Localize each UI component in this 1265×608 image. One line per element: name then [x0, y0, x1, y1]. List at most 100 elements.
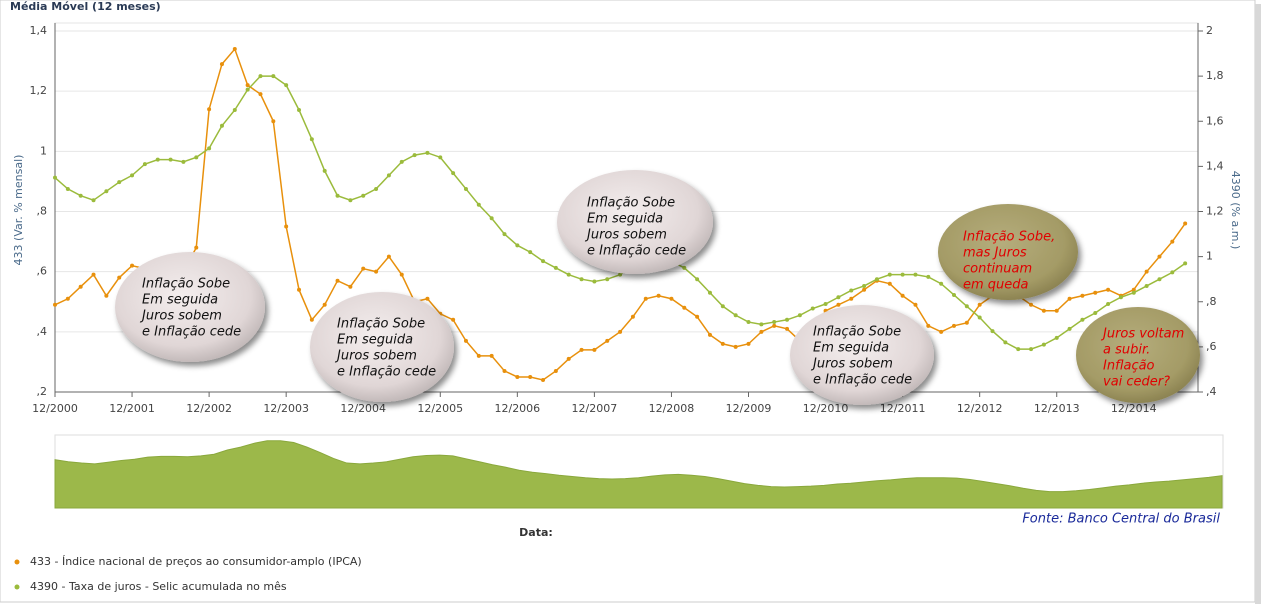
point [348, 198, 353, 203]
point [374, 186, 379, 191]
y2-tick-label: 2 [1206, 24, 1213, 37]
point [399, 272, 404, 277]
point [926, 274, 931, 279]
point [746, 320, 751, 325]
y2-tick-label: ,4 [1206, 385, 1217, 398]
point [245, 83, 250, 88]
point [964, 304, 969, 309]
point [720, 304, 725, 309]
x-tick-label: 12/2008 [649, 402, 695, 415]
point [707, 332, 712, 337]
annotation-bubble [938, 204, 1078, 300]
y-tick-label: ,2 [37, 385, 48, 398]
point [1157, 254, 1162, 259]
point [733, 313, 738, 318]
point [207, 107, 212, 112]
point [1144, 283, 1149, 288]
point [785, 317, 790, 322]
point [1183, 261, 1188, 266]
point [939, 281, 944, 286]
point [386, 254, 391, 259]
point [284, 83, 289, 88]
point [836, 302, 841, 307]
point [1029, 302, 1034, 307]
point [592, 279, 597, 284]
point [977, 302, 982, 307]
y2-tick-label: 1,6 [1206, 114, 1224, 127]
y2-tick-label: 1,8 [1206, 69, 1224, 82]
point [849, 288, 854, 293]
point [797, 313, 802, 318]
point [1080, 317, 1085, 322]
point [592, 347, 597, 352]
source-note: Fonte: Banco Central do Brasil [1022, 512, 1220, 527]
point [579, 277, 584, 282]
annotation-text: e Inflação cede [587, 244, 686, 259]
point [155, 157, 160, 162]
point [1170, 239, 1175, 244]
point [1016, 347, 1021, 352]
point [425, 296, 430, 301]
point [489, 216, 494, 221]
annotation-text: Inflação Sobe [813, 325, 901, 340]
point [900, 293, 905, 298]
x-tick-label: 12/2012 [957, 402, 1003, 415]
y2-axis-label: 4390 (% a.m.) [1229, 171, 1242, 249]
point [618, 272, 623, 277]
point [1093, 290, 1098, 295]
point [528, 374, 533, 379]
point [874, 277, 879, 282]
x-tick-label: 12/2010 [803, 402, 849, 415]
point [862, 283, 867, 288]
point [1093, 311, 1098, 316]
point [78, 284, 83, 289]
point [104, 189, 109, 194]
point [759, 329, 764, 334]
point [322, 168, 327, 173]
point [515, 243, 520, 248]
annotation-text: Inflação Sobe [587, 196, 675, 211]
point [1080, 293, 1085, 298]
point [887, 272, 892, 277]
x-tick-label: 12/2000 [32, 402, 78, 415]
legend-marker [14, 559, 20, 565]
point [772, 323, 777, 328]
point [772, 320, 777, 325]
x-tick-label: 12/2014 [1111, 402, 1157, 415]
point [939, 329, 944, 334]
point [53, 175, 57, 180]
legend-label: 4390 - Taxa de juros - Selic acumulada n… [30, 580, 287, 593]
y-tick-label: 1,4 [30, 24, 48, 37]
point [451, 171, 456, 176]
point [1157, 277, 1162, 282]
annotation-text: Em seguida [142, 293, 218, 308]
x-tick-label: 12/2011 [880, 402, 926, 415]
point [245, 87, 250, 92]
legend-label: 433 - Índice nacional de preços ao consu… [30, 555, 362, 568]
annotation-text: Inflação Sobe [142, 277, 230, 292]
point [104, 293, 109, 298]
point [1131, 290, 1136, 295]
point [553, 265, 558, 270]
point [605, 277, 610, 282]
annotation-text: vai ceder? [1103, 375, 1170, 390]
point [489, 353, 494, 358]
point [900, 272, 905, 277]
annotation-text: Em seguida [813, 341, 889, 356]
point [1041, 342, 1046, 347]
annotation-text: e Inflação cede [813, 373, 912, 388]
point [541, 259, 546, 264]
point [117, 180, 122, 185]
point [1003, 340, 1008, 345]
point [733, 344, 738, 349]
x-tick-label: 12/2005 [417, 402, 463, 415]
y-tick-label: ,8 [37, 205, 48, 218]
annotation-bubble [790, 305, 934, 405]
point [1170, 270, 1175, 275]
annotation-text: Juros voltam [1100, 327, 1184, 342]
point [823, 302, 828, 307]
point [78, 193, 83, 198]
point [887, 281, 892, 286]
annotation-text: Juros sobem [810, 357, 893, 372]
